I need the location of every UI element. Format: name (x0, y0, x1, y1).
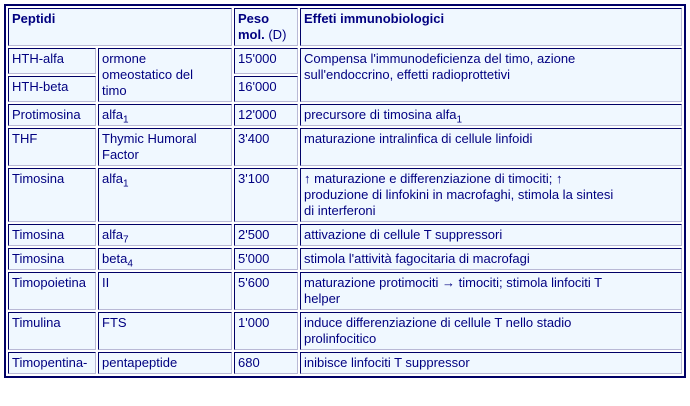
mol-weight-cell: 15'000 (234, 48, 298, 74)
effect-cell: Compensa l'immunodeficienza del timo, az… (300, 48, 682, 102)
table-row: THF Thymic Humoral Factor 3'400 maturazi… (8, 128, 682, 166)
peptide-name-cell: Timosina (8, 248, 96, 270)
peso-label-line2: mol. (238, 27, 265, 42)
table-row: HTH-alfa ormone omeostatico del timo 15'… (8, 48, 682, 102)
subscript: 1 (122, 114, 129, 126)
effect-cell: maturazione intralinfica di cellule linf… (300, 128, 682, 166)
peptide-name-cell: THF (8, 128, 96, 166)
peso-label-line1: Peso (238, 11, 270, 26)
peptides-table: Peptidi Peso mol. (D) Effeti immunobiolo… (4, 4, 686, 378)
peptide-desc-cell: alfa1 (98, 168, 232, 222)
subscript: 4 (127, 258, 133, 270)
mol-weight-cell: 5'600 (234, 272, 298, 310)
column-header-effetti: Effeti immunobiologici (300, 8, 682, 46)
peptide-desc-cell: II (98, 272, 232, 310)
column-header-peso-mol: Peso mol. (D) (234, 8, 298, 46)
peptide-name-cell: Timopentina- (8, 352, 96, 374)
subscript: 7 (122, 234, 129, 246)
table-row: Timopentina- pentapeptide 680 inibisce l… (8, 352, 682, 374)
table-row: Timosina beta4 5'000 stimola l'attività … (8, 248, 682, 270)
mol-weight-cell: 1'000 (234, 312, 298, 350)
peptide-name-cell: HTH-alfa (8, 48, 96, 74)
peptide-name-cell: HTH-beta (8, 76, 96, 102)
peptide-desc-cell: ormone omeostatico del timo (98, 48, 232, 102)
column-header-peptidi: Peptidi (8, 8, 232, 46)
mol-weight-cell: 680 (234, 352, 298, 374)
peso-unit-label: (D) (264, 27, 287, 42)
table-row: Timulina FTS 1'000 induce differenziazio… (8, 312, 682, 350)
mol-weight-cell: 3'400 (234, 128, 298, 166)
peptide-name-cell: Timosina (8, 224, 96, 246)
peptide-desc-cell: alfa7 (98, 224, 232, 246)
effect-cell: precursore di timosina alfa1 (300, 104, 682, 126)
page: Peptidi Peso mol. (D) Effeti immunobiolo… (4, 4, 686, 378)
table-row: Protimosina alfa1 12'000 precursore di t… (8, 104, 682, 126)
effect-cell: attivazione di cellule T suppressori (300, 224, 682, 246)
peptide-desc-cell: pentapeptide (98, 352, 232, 374)
subscript: 1 (456, 114, 463, 126)
effect-cell: maturazione protimociti → timociti; stim… (300, 272, 682, 310)
peptide-name-cell: Protimosina (8, 104, 96, 126)
peptide-name-cell: Timulina (8, 312, 96, 350)
table-row: Timosina alfa7 2'500 attivazione di cell… (8, 224, 682, 246)
peptide-desc-cell: FTS (98, 312, 232, 350)
table-row: Timopoietina II 5'600 maturazione protim… (8, 272, 682, 310)
mol-weight-cell: 16'000 (234, 76, 298, 102)
mol-weight-cell: 12'000 (234, 104, 298, 126)
peptide-name-cell: Timopoietina (8, 272, 96, 310)
mol-weight-cell: 2'500 (234, 224, 298, 246)
peptide-desc-cell: beta4 (98, 248, 232, 270)
peptide-name-cell: Timosina (8, 168, 96, 222)
table-row: HTH-beta 16'000 (8, 76, 682, 102)
effect-cell: induce differenziazione di cellule T nel… (300, 312, 682, 350)
table-row: Timosina alfa1 3'100 ↑ maturazione e dif… (8, 168, 682, 222)
effect-cell: stimola l'attività fagocitaria di macrof… (300, 248, 682, 270)
mol-weight-cell: 3'100 (234, 168, 298, 222)
subscript: 1 (122, 178, 129, 190)
effect-cell: inibisce linfociti T suppressor (300, 352, 682, 374)
peptide-desc-cell: Thymic Humoral Factor (98, 128, 232, 166)
mol-weight-cell: 5'000 (234, 248, 298, 270)
header-row: Peptidi Peso mol. (D) Effeti immunobiolo… (8, 8, 682, 46)
peptide-desc-cell: alfa1 (98, 104, 232, 126)
effect-cell: ↑ maturazione e differenziazione di timo… (300, 168, 682, 222)
